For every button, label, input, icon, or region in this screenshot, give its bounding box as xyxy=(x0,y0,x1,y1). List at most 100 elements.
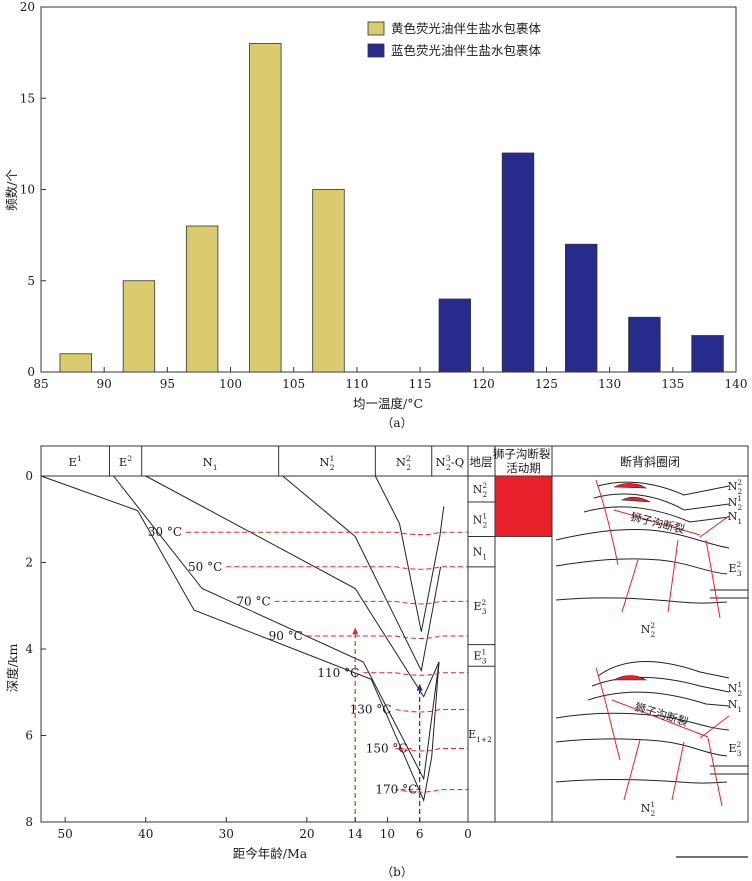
y-tick-label: 4 xyxy=(25,642,33,656)
bar-group xyxy=(59,43,724,373)
x-axis-label: 距今年龄/Ma xyxy=(233,846,308,861)
legend-label-blue: 蓝色荧光油伴生盐水包裹体 xyxy=(391,43,542,58)
fault-line xyxy=(707,737,723,807)
strata-label: E1 xyxy=(69,454,82,469)
fault-label: 狮子沟断裂 xyxy=(629,509,686,536)
strata-column-units: N2 2 N1 2 N1 E2 3 E1 3 E1+2 xyxy=(468,481,495,744)
y-tick-label: 6 xyxy=(25,729,33,743)
y-tick-label: 0 xyxy=(25,469,33,483)
arrowhead xyxy=(352,627,359,635)
x-tick-label: 90 xyxy=(97,377,112,391)
bar-yellow xyxy=(185,225,219,373)
fault-activity-bar xyxy=(494,475,553,537)
fault-line xyxy=(699,715,730,739)
y-tick-label: 8 xyxy=(25,815,33,829)
x-axis-label: 均一温度/°C xyxy=(353,396,423,411)
layer-label: N2 2 xyxy=(641,621,656,639)
bar-blue xyxy=(438,298,472,373)
strata-column-header: 地层 xyxy=(470,455,493,469)
y-tick-label: 2 xyxy=(25,556,33,570)
y-axis-label: 频数/个 xyxy=(4,169,19,211)
oil-accumulation xyxy=(613,483,648,489)
horizon-line xyxy=(555,558,728,575)
anticline-frame xyxy=(551,445,749,823)
legend-swatch-blue xyxy=(367,43,385,58)
horizon-line xyxy=(591,676,730,693)
isotherm-label: 110 °C xyxy=(317,666,359,680)
panel-b-burial-history: E1 E2 N1 N1 2 N2 2 N3 2-Q 30 °C50 °C70 °C90 °C11… xyxy=(5,445,749,879)
strata-column-label: E2 3 xyxy=(474,598,487,616)
bar-blue xyxy=(501,152,535,373)
x-tick-label: 100 xyxy=(219,377,242,391)
fault-activity-header-line2: 活动期 xyxy=(506,461,541,475)
x-tick-label: 130 xyxy=(598,377,621,391)
bar-yellow xyxy=(122,280,156,373)
horizon-line xyxy=(555,778,728,784)
fault-activity-header-line1: 狮子沟断裂 xyxy=(493,447,551,461)
x-tick-label: 14 xyxy=(348,827,364,841)
x-axis-ticks: 85 90 95 100 105 110 115 120 125 130 135 140 xyxy=(33,367,747,391)
bar-yellow xyxy=(59,353,92,373)
bar-blue xyxy=(628,316,661,373)
x-tick-label: 50 xyxy=(58,827,73,841)
horizon-line xyxy=(587,691,730,707)
legend-swatch-yellow xyxy=(367,21,385,36)
y-tick-label: 15 xyxy=(20,91,35,105)
horizon-line xyxy=(555,738,728,757)
x-tick-label: 105 xyxy=(282,377,305,391)
fault-line xyxy=(621,559,639,613)
isotherm-label: 170 °C xyxy=(375,783,417,797)
strata-header: E1 E2 N1 N1 2 N2 2 N3 2-Q xyxy=(69,446,465,476)
layer-label: N2 2 xyxy=(728,478,743,496)
strata-label: E2 xyxy=(119,454,132,469)
isotherm xyxy=(363,672,468,676)
x-tick-label: 0 xyxy=(464,827,472,841)
fault-line xyxy=(671,741,685,801)
arrowhead xyxy=(416,683,423,691)
oil-accumulation xyxy=(620,496,651,503)
y-tick-label: 0 xyxy=(27,365,35,379)
layer-label: N1 xyxy=(728,510,742,526)
horizon-line xyxy=(555,712,730,731)
isotherm xyxy=(395,709,468,713)
layer-label: N1 2 xyxy=(728,680,743,698)
fault-label: 狮子沟断裂 xyxy=(633,699,690,728)
fault-line xyxy=(623,739,641,801)
fault-line xyxy=(611,699,709,738)
y-axis-ticks: 0 2 4 6 8 xyxy=(25,469,46,829)
x-tick-label: 85 xyxy=(33,377,48,391)
fault-line xyxy=(667,539,679,613)
isotherm xyxy=(226,566,468,570)
fault-line xyxy=(595,667,621,761)
y-tick-label: 5 xyxy=(27,274,35,288)
x-tick-label: 110 xyxy=(345,377,368,391)
isotherm xyxy=(186,531,468,536)
bar-blue xyxy=(691,335,724,373)
layer-label: N1 2 xyxy=(728,494,743,512)
strata-label: N3 2-Q xyxy=(436,454,465,472)
isotherm-label: 70 °C xyxy=(236,594,270,608)
isotherm-label: 150 °C xyxy=(366,741,408,755)
x-tick-label: 120 xyxy=(472,377,495,391)
strata-column-label: E1+2 xyxy=(468,728,492,744)
panel-a-histogram: 85 90 95 100 105 110 115 120 125 130 135 140 0 5 10 15… xyxy=(4,0,747,430)
isotherms: 30 °C 50 °C 70 °C 90 °C 110 °C 130 °C 150 °C 17… xyxy=(148,525,468,797)
plot-b-frame xyxy=(40,475,469,823)
x-tick-label: 40 xyxy=(138,827,153,841)
isotherm-label: 30 °C xyxy=(148,525,182,539)
fault-activity-header: 狮子沟断裂 活动期 xyxy=(493,447,554,475)
horizon-line xyxy=(593,493,730,511)
y-tick-label: 20 xyxy=(20,0,35,14)
x-tick-label: 140 xyxy=(725,377,748,391)
bar-yellow xyxy=(249,43,282,373)
layer-label: E2 3 xyxy=(729,560,742,578)
horizon-line xyxy=(555,529,730,549)
bar-blue xyxy=(565,243,598,373)
isotherm xyxy=(395,748,468,752)
legend-label-yellow: 黄色荧光油伴生盐水包裹体 xyxy=(391,21,542,36)
x-axis-ticks: 50 40 30 20 10 0 14 6 xyxy=(58,817,472,841)
fault-line xyxy=(613,509,701,536)
